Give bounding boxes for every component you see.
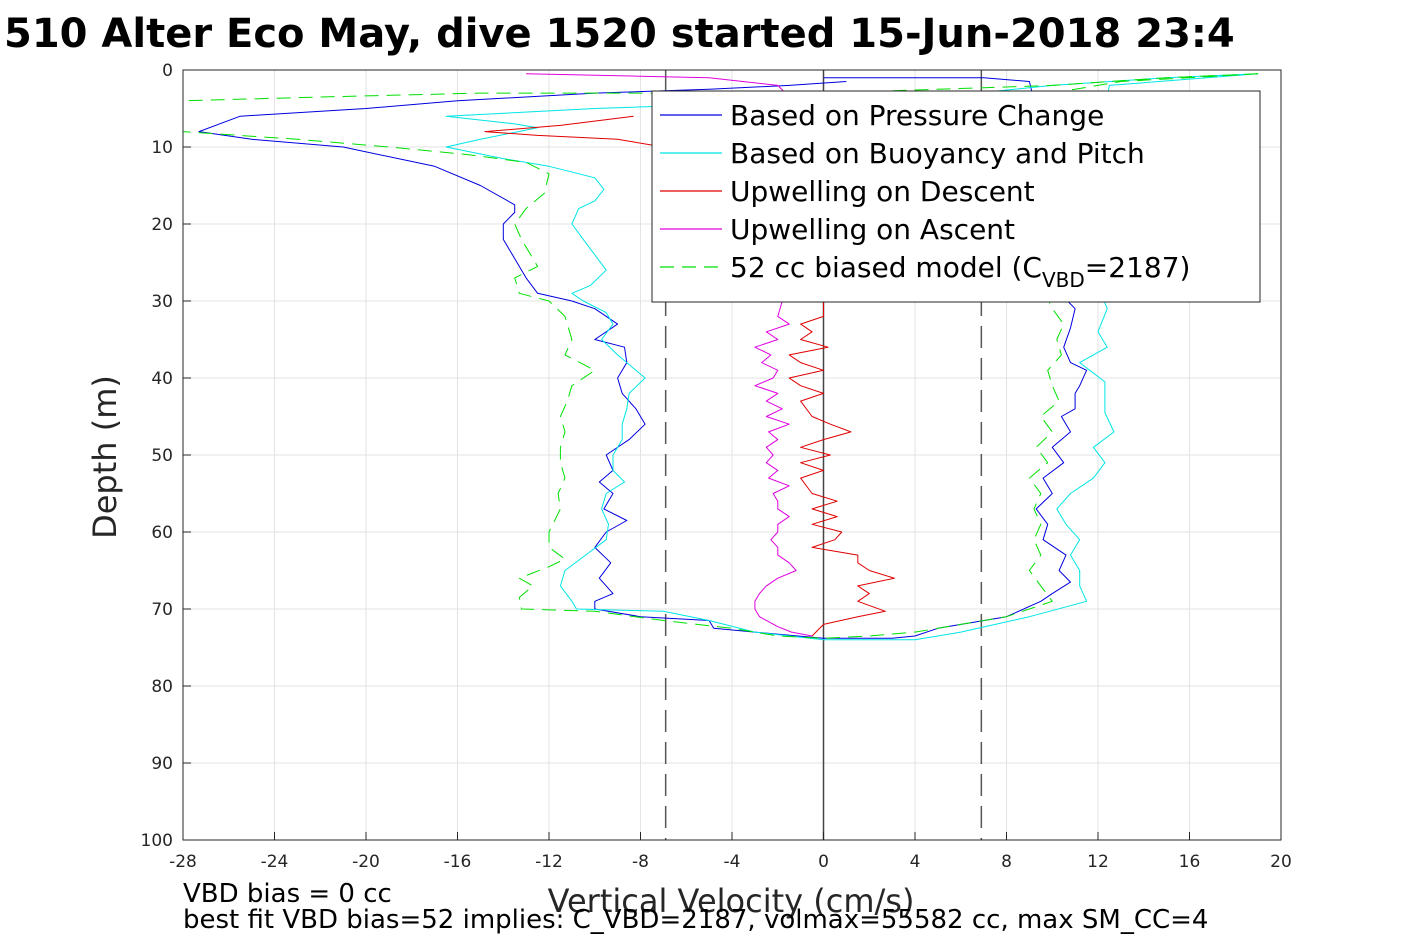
footer-vbd-bias: VBD bias = 0 cc	[183, 879, 392, 909]
x-axis-ticks: -28 -24 -20 -16 -12 -8 -4 0 4 8 12 16 20	[169, 832, 1292, 872]
legend-label: 52 cc biased model (C	[730, 251, 1042, 284]
y-axis-label: Depth (m)	[86, 375, 124, 539]
x-tick-label: -20	[352, 852, 380, 872]
series-line	[445, 73, 1259, 641]
legend-box	[651, 90, 1261, 303]
x-axis-label: Vertical Velocity (cm/s)	[548, 882, 915, 920]
legend-label: Based on Buoyancy and Pitch	[730, 137, 1145, 170]
legend-entry: Based on Pressure Change	[730, 99, 1104, 132]
y-tick-label: 70	[151, 600, 173, 620]
legend-entry: Upwelling on Ascent	[730, 213, 1015, 246]
x-tick-label: 8	[1001, 852, 1012, 872]
legend-suffix: =2187)	[1085, 251, 1191, 284]
series-line	[182, 73, 1259, 639]
y-tick-label: 10	[151, 138, 173, 158]
series-layer	[182, 73, 1259, 641]
y-tick-label: 50	[151, 446, 173, 466]
x-tick-label: 20	[1270, 852, 1292, 872]
x-tick-label: -4	[724, 852, 741, 872]
x-tick-label: 16	[1179, 852, 1201, 872]
legend-label: Upwelling on Descent	[730, 175, 1035, 208]
x-tick-label: 12	[1087, 852, 1109, 872]
y-tick-label: 30	[151, 292, 173, 312]
legend-entry: 52 cc biased model (CVBD=2187)	[730, 251, 1190, 292]
x-tick-label: -16	[444, 852, 472, 872]
series-line	[198, 77, 1088, 639]
y-tick-label: 90	[151, 754, 173, 774]
legend-subscript: VBD	[1042, 268, 1085, 292]
legend-label: Upwelling on Ascent	[730, 213, 1015, 246]
y-tick-label: 60	[151, 523, 173, 543]
y-axis-ticks: 0 10 20 30 40 50 60 70 80 90 100	[141, 61, 191, 851]
y-tick-label: 40	[151, 369, 173, 389]
legend: Based on Pressure Change Based on Buoyanc…	[651, 90, 1261, 303]
series-line	[526, 73, 813, 637]
x-tick-label: -28	[169, 852, 197, 872]
y-tick-label: 0	[162, 61, 173, 81]
x-tick-label: 0	[818, 852, 829, 872]
legend-entry: Based on Buoyancy and Pitch	[730, 137, 1145, 170]
legend-label: Based on Pressure Change	[730, 99, 1104, 132]
x-tick-label: -24	[261, 852, 289, 872]
y-tick-label: 20	[151, 215, 173, 235]
x-tick-label: -12	[535, 852, 563, 872]
x-tick-label: -8	[632, 852, 649, 872]
footer-best-fit: best fit VBD bias=52 implies: C_VBD=2187…	[183, 905, 1208, 935]
legend-entry: Upwelling on Descent	[730, 175, 1035, 208]
chart-title: 510 Alter Eco May, dive 1520 started 15-…	[4, 11, 1235, 57]
y-tick-label: 100	[141, 831, 173, 851]
y-tick-label: 80	[151, 677, 173, 697]
x-tick-label: 4	[910, 852, 921, 872]
